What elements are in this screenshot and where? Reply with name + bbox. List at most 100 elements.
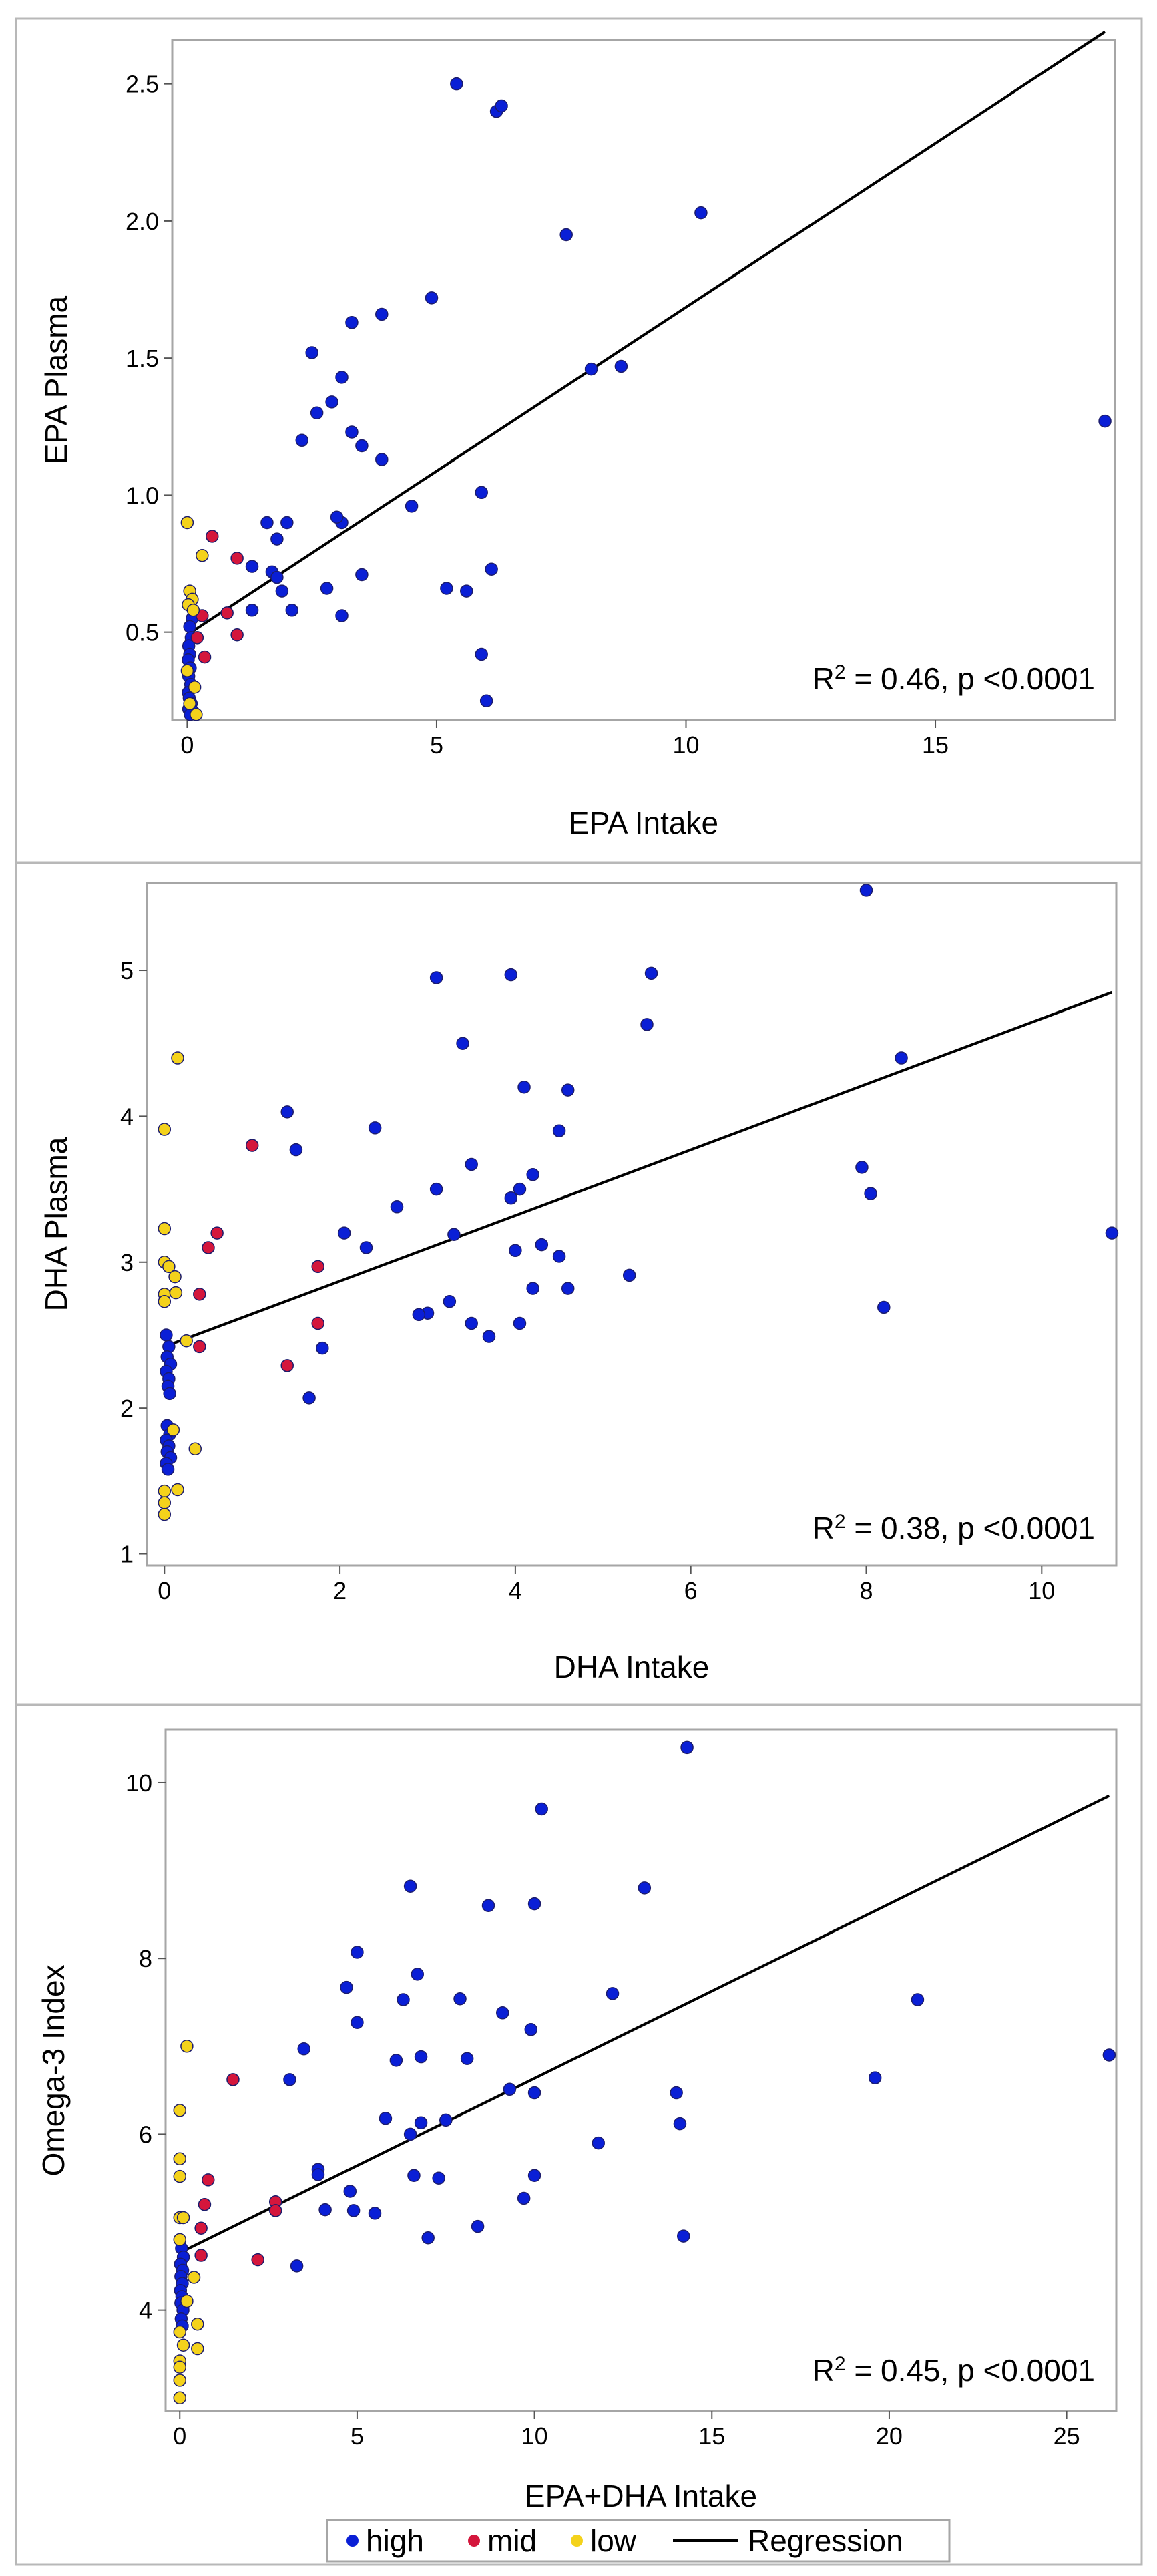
data-point-high bbox=[496, 2006, 509, 2020]
data-point-high bbox=[403, 1879, 417, 1893]
data-point-high bbox=[429, 1182, 443, 1196]
data-point-mid bbox=[190, 631, 204, 645]
y-tick-label: 2.0 bbox=[126, 208, 159, 235]
data-point-high bbox=[280, 1105, 294, 1119]
data-point-low bbox=[187, 2271, 201, 2284]
data-point-high bbox=[526, 1168, 539, 1181]
data-point-high bbox=[592, 2136, 605, 2150]
data-point-high bbox=[552, 1124, 566, 1137]
data-point-high bbox=[275, 584, 289, 598]
x-tick-label: 15 bbox=[698, 2422, 725, 2450]
data-point-mid bbox=[245, 1139, 259, 1152]
data-point-low bbox=[196, 548, 209, 562]
data-point-high bbox=[503, 2082, 517, 2096]
data-point-high bbox=[524, 2023, 538, 2036]
data-point-low bbox=[173, 2233, 187, 2247]
x-tick-label: 10 bbox=[521, 2422, 548, 2450]
data-point-high bbox=[644, 966, 658, 980]
data-point-low bbox=[158, 1496, 172, 1509]
data-point-high bbox=[868, 2071, 882, 2084]
data-point-high bbox=[270, 570, 284, 584]
axis-ticks: 0 5 10 15 0.5 1.0 1.5 2.0 2.5 bbox=[126, 71, 949, 759]
data-point-high bbox=[527, 2169, 541, 2183]
data-point-mid bbox=[202, 2173, 215, 2187]
y-tick-label: 2.5 bbox=[126, 71, 159, 98]
data-point-high bbox=[163, 1387, 176, 1401]
data-point-high bbox=[517, 2191, 531, 2205]
annotation-stats: = 0.45, p <0.0001 bbox=[846, 2353, 1095, 2388]
annotation-sup: 2 bbox=[835, 2353, 846, 2375]
data-point-high bbox=[245, 604, 259, 617]
data-point-low bbox=[173, 2169, 187, 2183]
annotation-r: R bbox=[813, 2353, 835, 2388]
x-tick-label: 15 bbox=[922, 731, 949, 759]
data-point-mid bbox=[194, 2249, 208, 2262]
data-point-high bbox=[260, 516, 274, 530]
data-point-low bbox=[188, 680, 202, 694]
data-point-high bbox=[310, 406, 324, 420]
data-point-low bbox=[173, 2374, 187, 2387]
y-tick-label: 2 bbox=[120, 1395, 134, 1422]
plot-area-frame bbox=[146, 882, 1118, 1567]
data-point-high bbox=[481, 1899, 495, 1912]
x-tick-label: 5 bbox=[430, 731, 443, 759]
data-point-high bbox=[475, 486, 488, 500]
y-tick-label: 3 bbox=[120, 1249, 134, 1276]
data-point-high bbox=[302, 1391, 316, 1405]
data-point-high bbox=[412, 1308, 426, 1322]
data-point-high bbox=[343, 2185, 357, 2198]
data-point-high bbox=[1098, 414, 1112, 428]
data-point-low bbox=[173, 2325, 187, 2339]
legend-marker-high bbox=[346, 2535, 359, 2547]
x-tick-label: 0 bbox=[180, 731, 194, 759]
data-point-high bbox=[504, 968, 518, 982]
data-point-high bbox=[877, 1300, 891, 1314]
data-point-high bbox=[559, 228, 573, 242]
data-point-high bbox=[855, 1161, 869, 1174]
legend: high mid low Regression bbox=[326, 2519, 951, 2563]
y-tick-label: 8 bbox=[139, 1945, 152, 1972]
panel-frame bbox=[15, 17, 1143, 864]
data-point-high bbox=[337, 1226, 351, 1240]
data-point-high bbox=[414, 2116, 428, 2130]
data-point-low bbox=[158, 1222, 172, 1236]
data-point-mid bbox=[210, 1226, 224, 1240]
data-point-high bbox=[325, 395, 338, 409]
data-point-low bbox=[158, 1294, 172, 1308]
data-point-high bbox=[397, 1993, 410, 2006]
data-point-low bbox=[176, 2211, 190, 2225]
data-point-high bbox=[320, 582, 334, 595]
data-point-high bbox=[414, 2050, 428, 2064]
data-point-low bbox=[169, 1286, 183, 1300]
data-point-high bbox=[465, 1316, 478, 1330]
data-point-high bbox=[318, 2203, 332, 2217]
x-tick-label: 8 bbox=[859, 1577, 873, 1604]
data-point-low bbox=[173, 2152, 187, 2166]
data-point-high bbox=[351, 1946, 364, 1959]
data-point-high bbox=[311, 2168, 325, 2181]
data-point-high bbox=[421, 2231, 435, 2245]
x-tick-label: 6 bbox=[684, 1577, 698, 1604]
data-point-high bbox=[694, 206, 708, 220]
data-point-mid bbox=[193, 1288, 206, 1301]
data-point-low bbox=[190, 708, 203, 721]
legend-label-high: high bbox=[366, 2523, 424, 2558]
legend-label-regression: Regression bbox=[748, 2523, 903, 2558]
data-point-high bbox=[368, 2207, 382, 2220]
data-point-low bbox=[180, 664, 194, 677]
data-point-high bbox=[670, 2086, 683, 2100]
data-point-high bbox=[285, 604, 299, 617]
data-point-high bbox=[355, 439, 369, 453]
data-point-high bbox=[330, 510, 344, 524]
legend-label-mid: mid bbox=[487, 2523, 537, 2558]
legend-label-low: low bbox=[590, 2523, 637, 2558]
data-point-high bbox=[513, 1316, 527, 1330]
data-point-low bbox=[158, 1123, 172, 1136]
x-tick-label: 2 bbox=[333, 1577, 346, 1604]
points-layer bbox=[158, 884, 1119, 1521]
y-tick-label: 5 bbox=[120, 957, 134, 984]
regression-layer bbox=[164, 990, 1113, 1348]
data-point-mid bbox=[230, 552, 244, 565]
data-point-high bbox=[183, 620, 196, 634]
